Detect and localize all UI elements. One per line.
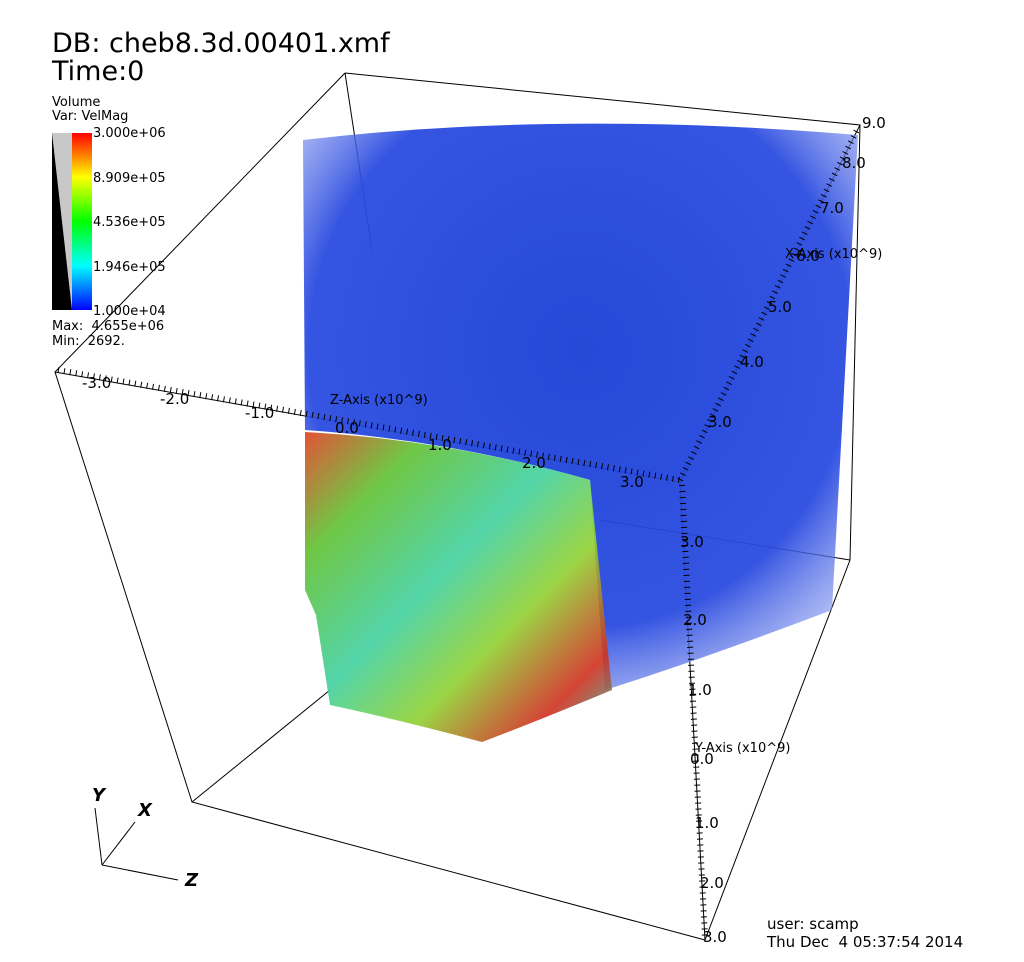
y-tick-label: 2.0 — [683, 611, 707, 629]
y-tick-label: 1.0 — [688, 681, 712, 699]
legend-label: 3.000e+06 — [93, 126, 166, 141]
legend-label: 1.000e+04 — [93, 304, 166, 319]
volume-inner — [305, 432, 612, 742]
legend-plot: Volume — [52, 95, 100, 110]
y-tick-label: 1.0 — [695, 814, 719, 832]
triad-y: Y — [92, 785, 107, 806]
z-tick-label: -1.0 — [245, 404, 274, 422]
y-tick-label: 3.0 — [703, 928, 727, 946]
volume-outer — [303, 123, 858, 691]
legend-min: Min: 2692. — [52, 334, 125, 349]
z-tick-label: -3.0 — [82, 374, 111, 392]
y-axis-title: Y-Axis (x10^9) — [694, 741, 790, 756]
x-tick-label: 3.0 — [708, 413, 732, 431]
date-label: Thu Dec 4 05:37:54 2014 — [766, 933, 963, 951]
z-tick-label: -2.0 — [160, 390, 189, 408]
y-tick-label: 2.0 — [700, 874, 724, 892]
database-name: DB: cheb8.3d.00401.xmf — [52, 28, 391, 59]
triad-z: Z — [184, 870, 199, 891]
legend-max: Max: 4.655e+06 — [52, 319, 164, 334]
triad-x: X — [137, 800, 153, 821]
user-label: user: scamp — [767, 915, 859, 933]
x-tick-label: 8.0 — [842, 154, 866, 172]
z-tick-label: 2.0 — [522, 454, 546, 472]
x-axis-title: X-Axis (x10^9) — [785, 247, 882, 262]
axis-triad — [94, 807, 179, 881]
x-tick-label: 4.0 — [740, 353, 764, 371]
x-tick-label: 6.0 — [796, 247, 820, 265]
x-tick-label: 7.0 — [820, 199, 844, 217]
x-tick-label: 9.0 — [862, 114, 886, 132]
y-tick-label: 0.0 — [690, 750, 714, 768]
z-tick-label: 0.0 — [335, 419, 359, 437]
legend-label: 8.909e+05 — [93, 171, 166, 186]
x-tick-label: 5.0 — [768, 298, 792, 316]
z-axis-title: Z-Axis (x10^9) — [330, 393, 428, 408]
y-tick-label: 3.0 — [680, 533, 704, 551]
legend-variable: Var: VelMag — [52, 109, 128, 124]
time-label: Time:0 — [51, 56, 144, 87]
z-tick-label: 1.0 — [428, 436, 452, 454]
colorbar — [52, 133, 92, 310]
z-tick-label: 3.0 — [620, 473, 644, 491]
legend-label: 4.536e+05 — [93, 215, 166, 230]
legend-label: 1.946e+05 — [93, 260, 166, 275]
